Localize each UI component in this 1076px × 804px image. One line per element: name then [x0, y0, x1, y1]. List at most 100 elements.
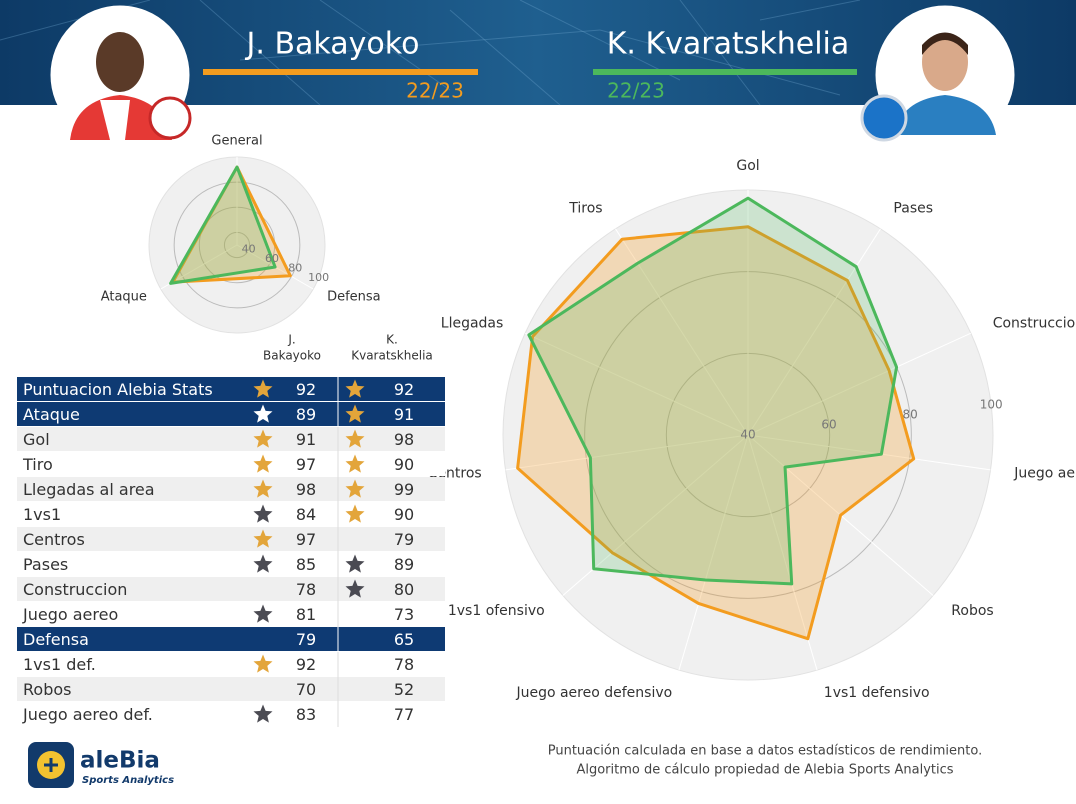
- r-tick-label: 40: [242, 243, 256, 256]
- axis-label: Robos: [951, 603, 993, 619]
- r-tick-label: 100: [980, 398, 1003, 412]
- table-row: [17, 702, 445, 726]
- logo-name: aleBia: [80, 748, 160, 774]
- column-header: K.: [386, 333, 398, 347]
- table-row: [17, 627, 445, 651]
- cell-value: 92: [296, 655, 316, 674]
- axis-label: Pases: [893, 201, 933, 217]
- row-label: Pases: [23, 555, 68, 574]
- star: [253, 704, 273, 723]
- axis-label: Ataque: [101, 290, 147, 305]
- table-row: [17, 677, 445, 701]
- spoke: [747, 332, 972, 436]
- table-row: [17, 377, 445, 401]
- cell-value: 79: [296, 630, 316, 649]
- star: [253, 529, 273, 548]
- row-label: Construccion: [23, 580, 127, 599]
- axis-label: Tiros: [568, 201, 602, 217]
- cell-value: 52: [394, 680, 414, 699]
- spoke: [747, 228, 881, 436]
- row-label: Puntuacion Alebia Stats: [23, 380, 213, 399]
- table-row: [17, 602, 445, 626]
- star: [345, 429, 365, 448]
- cell-value: 90: [394, 505, 414, 524]
- cell-value: 80: [394, 580, 414, 599]
- radar-area: [527, 196, 899, 586]
- column-header: Bakayoko: [263, 349, 321, 363]
- axis-label: Gol: [736, 158, 759, 174]
- player-underline: [593, 69, 857, 75]
- radar-area: [516, 225, 916, 641]
- star: [345, 554, 365, 573]
- footer-note: Algoritmo de cálculo propiedad de Alebia…: [576, 763, 953, 778]
- axis-label: Juego aereo: [1013, 465, 1076, 481]
- row-label: 1vs1 def.: [23, 655, 96, 674]
- cell-value: 89: [394, 555, 414, 574]
- cell-value: 98: [296, 480, 316, 499]
- star: [345, 454, 365, 473]
- header: J. Bakayoko 22/23 K. Kvaratskhelia 22/23: [0, 0, 1076, 145]
- row-label: Ataque: [23, 405, 80, 424]
- table-row: [17, 427, 445, 451]
- row-label: Defensa: [23, 630, 89, 649]
- r-tick-label: 100: [308, 271, 329, 284]
- cell-value: 78: [394, 655, 414, 674]
- row-label: Llegadas al area: [23, 480, 155, 499]
- spoke: [678, 434, 749, 671]
- star: [253, 404, 273, 423]
- axis-label: Llegadas: [441, 315, 504, 331]
- star: [345, 379, 365, 398]
- row-label: Tiro: [22, 455, 53, 474]
- star: [253, 429, 273, 448]
- spoke: [747, 434, 991, 471]
- cell-value: 81: [296, 605, 316, 624]
- cell-value: 91: [394, 405, 414, 424]
- axis-label: 1vs1 defensivo: [824, 685, 930, 701]
- column-header: J.: [287, 333, 295, 347]
- player-name: K. Kvaratskhelia: [607, 27, 850, 62]
- row-label: Juego aereo def.: [22, 705, 153, 724]
- cell-value: 77: [394, 705, 414, 724]
- star: [253, 504, 273, 523]
- star: [345, 404, 365, 423]
- table-row: [17, 402, 445, 426]
- column-header: Kvaratskhelia: [351, 349, 433, 363]
- cell-value: 97: [296, 530, 316, 549]
- row-label: 1vs1: [23, 505, 61, 524]
- row-label: Juego aereo: [22, 605, 118, 624]
- cell-value: 99: [394, 480, 414, 499]
- star: [345, 479, 365, 498]
- table-row: [17, 477, 445, 501]
- cell-value: 92: [296, 380, 316, 399]
- cell-value: 91: [296, 430, 316, 449]
- r-tick-label: 80: [288, 262, 302, 275]
- axis-label: Construccion: [993, 315, 1076, 331]
- radar-area: [169, 165, 277, 285]
- cell-value: 89: [296, 405, 316, 424]
- table-row: [17, 552, 445, 576]
- axis-label: 1vs1 ofensivo: [448, 603, 545, 619]
- cell-value: 79: [394, 530, 414, 549]
- table-row: [17, 502, 445, 526]
- cell-value: 98: [394, 430, 414, 449]
- season: 22/23: [607, 79, 665, 103]
- cell-value: 84: [296, 505, 316, 524]
- cell-value: 70: [296, 680, 316, 699]
- logo: aleBia Sports Analytics: [28, 742, 174, 788]
- row-label: Robos: [23, 680, 71, 699]
- r-tick-label: 40: [740, 428, 755, 442]
- player-name: J. Bakayoko: [245, 27, 420, 62]
- cell-value: 78: [296, 580, 316, 599]
- cell-value: 85: [296, 555, 316, 574]
- table-row: [17, 652, 445, 676]
- logo-tagline: Sports Analytics: [82, 775, 174, 786]
- cell-value: 97: [296, 455, 316, 474]
- star: [253, 379, 273, 398]
- player-photo: [860, 5, 1015, 145]
- cell-value: 90: [394, 455, 414, 474]
- spoke: [505, 434, 749, 471]
- star: [253, 604, 273, 623]
- cell-value: 65: [394, 630, 414, 649]
- r-tick-label: 60: [265, 252, 279, 265]
